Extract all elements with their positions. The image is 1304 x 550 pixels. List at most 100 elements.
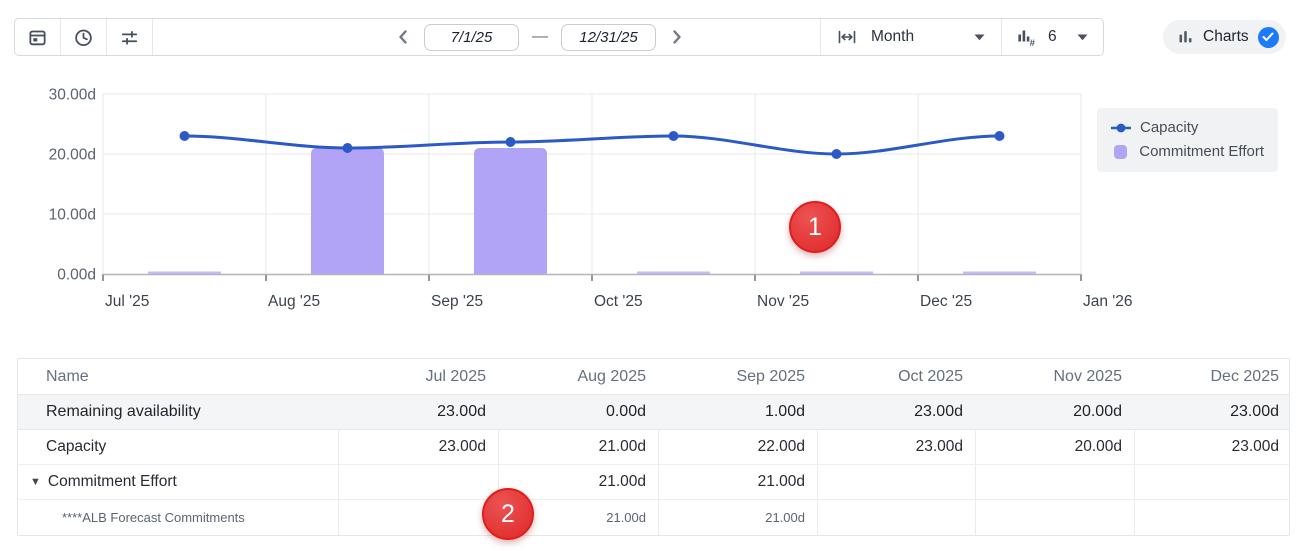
value-cell: 0.00d bbox=[605, 403, 646, 420]
capacity-point[interactable] bbox=[994, 131, 1005, 141]
value-cell: 20.00d bbox=[975, 430, 1134, 464]
time-view-button[interactable] bbox=[61, 19, 106, 55]
check-icon bbox=[1262, 32, 1274, 41]
table-row: ****ALB Forecast Commitments 21.00d 21.00d bbox=[18, 500, 1289, 535]
commitment-bar[interactable] bbox=[311, 148, 384, 274]
capacity-point[interactable] bbox=[505, 137, 516, 147]
capacity-point[interactable] bbox=[831, 149, 842, 159]
timescale-dropdown[interactable]: Month bbox=[821, 19, 1001, 55]
sliders-icon bbox=[121, 30, 138, 45]
timescale-width-icon bbox=[838, 30, 856, 44]
row-name-cell: Remaining availability bbox=[18, 395, 338, 429]
calendar-view-button[interactable] bbox=[15, 19, 60, 55]
x-axis-label: Jan '26 bbox=[1083, 293, 1133, 310]
value-cell bbox=[338, 500, 498, 535]
value-cell bbox=[817, 500, 975, 535]
toolbar-separator bbox=[106, 19, 107, 55]
column-header-month[interactable]: Dec 2025 bbox=[1210, 367, 1280, 385]
end-date-input[interactable] bbox=[561, 23, 656, 51]
legend-item-commitment-effort[interactable]: Commitment Effort bbox=[1110, 143, 1264, 160]
value-cell: 23.00d bbox=[817, 430, 975, 464]
capacity-point[interactable] bbox=[668, 131, 679, 141]
date-range-separator: — bbox=[532, 28, 548, 45]
toolbar-separator bbox=[152, 19, 153, 55]
chart-count-icon: # bbox=[1018, 30, 1036, 48]
column-header-month[interactable]: Oct 2025 bbox=[898, 367, 963, 385]
svg-text:#: # bbox=[1030, 38, 1036, 48]
next-period-button[interactable] bbox=[665, 26, 689, 48]
value-cell: 22.00d bbox=[658, 430, 817, 464]
bar-chart-icon bbox=[1179, 31, 1192, 43]
legend-label: Commitment Effort bbox=[1139, 143, 1264, 160]
line-marker-icon bbox=[1111, 123, 1131, 132]
bar-swatch-icon bbox=[1114, 144, 1128, 159]
toolbar: — Month bbox=[14, 18, 1104, 56]
x-axis-label: Aug '25 bbox=[268, 293, 320, 310]
value-cell: 23.00d bbox=[1230, 403, 1279, 420]
start-date-input[interactable] bbox=[424, 23, 519, 51]
value-cell: 23.00d bbox=[1134, 430, 1291, 464]
calendar-icon bbox=[29, 30, 46, 45]
timescale-value: Month bbox=[871, 28, 915, 45]
capacity-point[interactable] bbox=[179, 131, 190, 141]
y-axis-label: 20.00d bbox=[49, 147, 96, 164]
view-mode-buttons bbox=[15, 19, 153, 55]
commitment-bar-zero[interactable] bbox=[148, 271, 221, 275]
toolbar-separator bbox=[820, 19, 821, 55]
capacity-table: Name Jul 2025 Aug 2025 Sep 2025 Oct 2025 Nov … bbox=[17, 358, 1290, 536]
row-name: Remaining availability bbox=[46, 403, 201, 420]
row-name-cell: Capacity bbox=[18, 430, 338, 464]
chevron-down-icon bbox=[1077, 34, 1088, 40]
toolbar-separator bbox=[1001, 19, 1002, 55]
value-cell: 21.00d bbox=[498, 430, 658, 464]
value-cell bbox=[817, 465, 975, 499]
toolbar-separator bbox=[60, 19, 61, 55]
x-axis-label: Jul '25 bbox=[105, 293, 149, 310]
commitment-bar-zero[interactable] bbox=[963, 271, 1036, 275]
prev-period-button[interactable] bbox=[391, 26, 415, 48]
legend-item-capacity[interactable]: Capacity bbox=[1110, 119, 1264, 136]
commitment-bar[interactable] bbox=[474, 148, 547, 274]
legend-label: Capacity bbox=[1140, 119, 1199, 136]
chart-count-dropdown[interactable]: # 6 bbox=[1002, 19, 1103, 55]
value-cell: 21.00d bbox=[658, 465, 817, 499]
date-range-navigator: — bbox=[391, 19, 689, 55]
table-row: Capacity 23.00d 21.00d 22.00d 23.00d 20.00d 23… bbox=[18, 430, 1289, 465]
x-axis-label: Oct '25 bbox=[594, 293, 643, 310]
column-header-month[interactable]: Sep 2025 bbox=[736, 367, 805, 385]
annotation-badge-2: 2 bbox=[482, 488, 534, 540]
charts-toggle[interactable]: Charts bbox=[1163, 20, 1286, 54]
table-row: ▼ Commitment Effort 21.00d 21.00d bbox=[18, 465, 1289, 500]
row-name-cell: ▼ Commitment Effort bbox=[18, 465, 338, 499]
value-cell: 23.00d bbox=[437, 403, 486, 420]
annotation-badge-1: 1 bbox=[789, 201, 841, 253]
row-name: Capacity bbox=[46, 438, 107, 455]
clock-icon bbox=[75, 29, 92, 46]
column-header-name[interactable]: Name bbox=[46, 367, 89, 385]
chevron-down-icon bbox=[974, 34, 985, 40]
value-cell bbox=[975, 500, 1134, 535]
chevron-right-icon bbox=[673, 30, 681, 44]
value-cell: 21.00d bbox=[658, 500, 817, 535]
column-header-month[interactable]: Nov 2025 bbox=[1053, 367, 1123, 385]
commitment-bar-zero[interactable] bbox=[637, 271, 710, 275]
row-name-cell: ****ALB Forecast Commitments bbox=[18, 500, 338, 535]
value-cell bbox=[1134, 500, 1291, 535]
commitment-bar-zero[interactable] bbox=[800, 271, 873, 275]
value-cell: 20.00d bbox=[1073, 403, 1122, 420]
column-header-month[interactable]: Jul 2025 bbox=[425, 367, 487, 385]
scale-controls: Month # 6 bbox=[820, 19, 1103, 55]
x-axis-label: Sep '25 bbox=[431, 293, 483, 310]
y-axis-label: 0.00d bbox=[57, 267, 96, 284]
value-cell bbox=[975, 465, 1134, 499]
x-axis-label: Nov '25 bbox=[757, 293, 809, 310]
chart-count-value: 6 bbox=[1048, 28, 1057, 45]
column-header-month[interactable]: Aug 2025 bbox=[577, 367, 646, 385]
row-name: ****ALB Forecast Commitments bbox=[62, 510, 245, 525]
value-cell bbox=[338, 465, 498, 499]
capacity-point[interactable] bbox=[342, 143, 353, 153]
collapse-caret-icon[interactable]: ▼ bbox=[30, 476, 41, 488]
charts-toggle-check bbox=[1257, 26, 1279, 48]
view-settings-button[interactable] bbox=[107, 19, 152, 55]
chevron-left-icon bbox=[399, 30, 407, 44]
